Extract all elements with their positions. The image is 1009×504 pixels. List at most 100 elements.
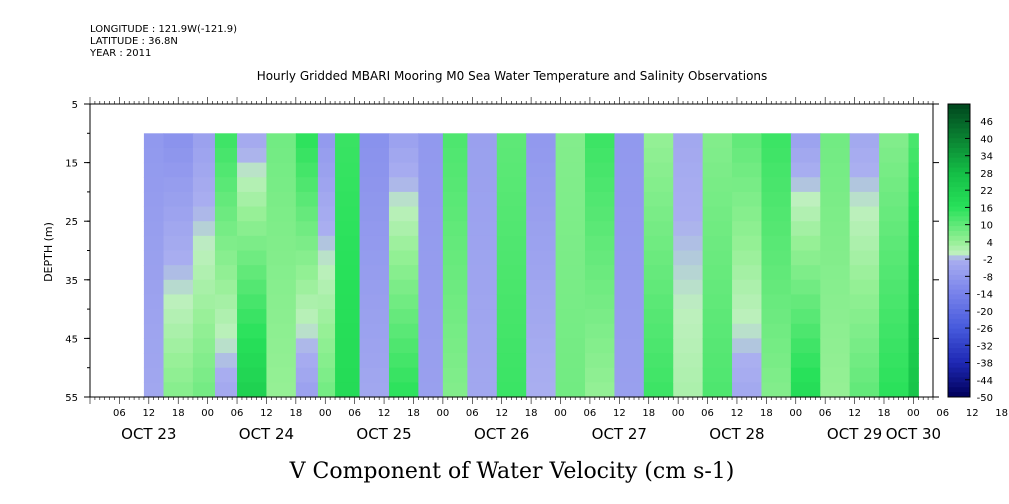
colorbar-tick-label: 46 (980, 117, 993, 128)
heatmap-cell (214, 162, 238, 178)
heatmap-cell (388, 250, 419, 266)
colorbar-swatch (948, 357, 970, 364)
heatmap-cell (673, 279, 704, 296)
heatmap-cell (418, 367, 444, 383)
heatmap-cell (317, 353, 336, 369)
x-hour-label: 18 (407, 408, 420, 419)
heatmap-cell (585, 191, 616, 208)
heatmap-cell (237, 367, 268, 383)
heatmap-cell (820, 279, 851, 296)
colorbar-swatch (948, 133, 970, 139)
x-hour-label: 00 (201, 408, 214, 419)
heatmap-cell (214, 367, 238, 383)
colorbar-swatch (948, 304, 970, 310)
heatmap-cell (442, 353, 468, 369)
heatmap-cell (143, 162, 165, 178)
heatmap-cell (335, 133, 361, 149)
heatmap-cell (418, 309, 444, 325)
heatmap-cell (295, 191, 319, 208)
heatmap-cell (163, 221, 194, 237)
heatmap-cell (790, 162, 821, 178)
heatmap-cell (214, 221, 238, 237)
heatmap-cell (585, 162, 616, 178)
heatmap-cell (388, 133, 419, 149)
heatmap-cell (879, 367, 910, 383)
colorbar-tick-label: -44 (977, 376, 993, 387)
heatmap-cell (388, 147, 419, 164)
heatmap-cell (614, 162, 645, 178)
colorbar-swatch (948, 245, 970, 251)
heatmap-cell (467, 206, 498, 222)
heatmap-cell (643, 353, 674, 369)
heatmap-cell (335, 162, 361, 178)
colorbar-swatch (948, 113, 970, 120)
heatmap-cell (418, 191, 444, 208)
heatmap-cell (643, 250, 674, 266)
heatmap-cell (820, 367, 851, 383)
heatmap-cell (849, 147, 880, 164)
heatmap-cell (237, 309, 268, 325)
heatmap-cell (673, 221, 704, 237)
heatmap-cell (702, 235, 733, 252)
heatmap-cell (761, 191, 792, 208)
heatmap-cell (192, 250, 216, 266)
x-hour-label: 12 (613, 408, 626, 419)
heatmap-cell (192, 133, 216, 149)
heatmap-cell (526, 235, 557, 252)
colorbar-swatch (948, 274, 970, 281)
heatmap-cell (467, 235, 498, 252)
colorbar-swatch (948, 377, 970, 383)
x-hour-label: 06 (819, 408, 832, 419)
heatmap-cell (335, 177, 361, 193)
heatmap-cell (761, 177, 792, 193)
heatmap-cell (467, 133, 498, 149)
heatmap-cell (526, 206, 557, 222)
heatmap-cell (295, 162, 319, 178)
heatmap-cell (732, 279, 763, 296)
heatmap-cell (237, 353, 268, 369)
heatmap-cell (585, 309, 616, 325)
heatmap-cell (317, 221, 336, 237)
x-hour-label: 12 (378, 408, 391, 419)
colorbar-tick-label: -38 (977, 359, 993, 370)
heatmap-cell (496, 265, 527, 281)
heatmap-cell (467, 191, 498, 208)
heatmap-cell (643, 147, 674, 164)
heatmap-cell (295, 177, 319, 193)
heatmap-cell (214, 250, 238, 266)
heatmap-cell (266, 338, 297, 354)
heatmap-cell (879, 235, 910, 252)
colorbar-swatch (948, 294, 970, 300)
heatmap-cell (442, 294, 468, 310)
heatmap-cell (192, 367, 216, 383)
heatmap-cell (790, 338, 821, 354)
heatmap-cell (163, 133, 194, 149)
heatmap-cell (359, 177, 390, 193)
heatmap-cell (702, 177, 733, 193)
heatmap-cell (317, 279, 336, 296)
heatmap-cell (317, 133, 336, 149)
heatmap-cell (388, 382, 419, 398)
heatmap-cell (908, 367, 919, 383)
x-day-label: OCT 24 (239, 425, 294, 443)
heatmap-cell (496, 206, 527, 222)
heatmap-cell (643, 133, 674, 149)
heatmap-cell (879, 309, 910, 325)
heatmap-cell (143, 294, 165, 310)
heatmap-cell (585, 265, 616, 281)
heatmap-cell (467, 353, 498, 369)
heatmap-cell (761, 235, 792, 252)
colorbar-tick-label: 10 (980, 221, 993, 232)
heatmap-cell (526, 162, 557, 178)
heatmap-cell (702, 367, 733, 383)
heatmap-cell (317, 382, 336, 398)
heatmap-cell (467, 309, 498, 325)
heatmap-cell (359, 133, 390, 149)
heatmap-cell (673, 162, 704, 178)
heatmap-cell (614, 250, 645, 266)
heatmap-cell (820, 250, 851, 266)
colorbar-swatch (948, 147, 970, 154)
colorbar-swatch (948, 299, 970, 305)
heatmap-cell (555, 367, 586, 383)
heatmap-cell (673, 353, 704, 369)
